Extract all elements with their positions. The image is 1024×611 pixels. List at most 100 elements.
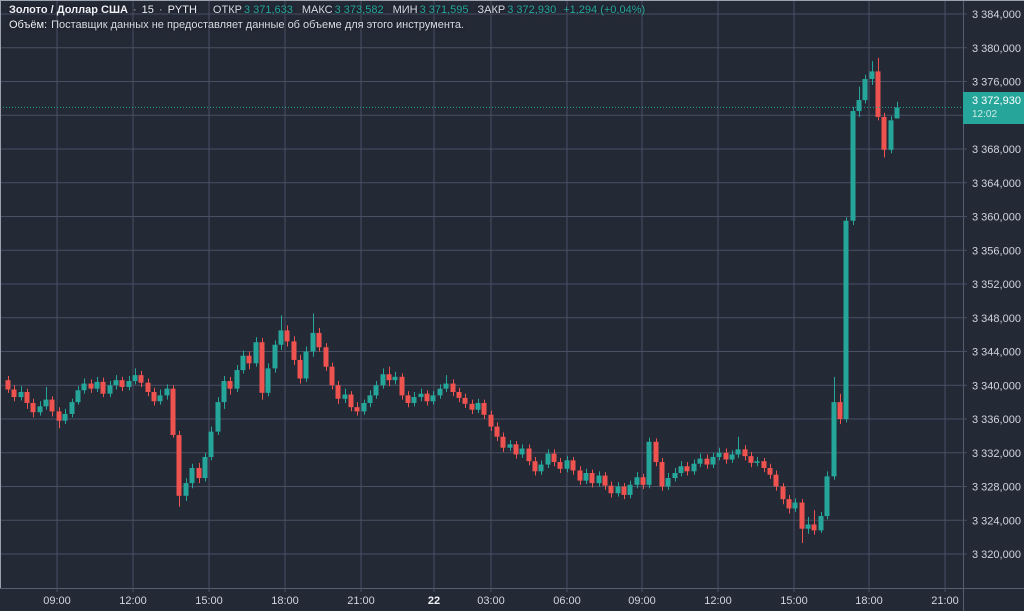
candle[interactable]: [532, 461, 538, 472]
candle[interactable]: [767, 467, 773, 475]
candle[interactable]: [665, 478, 671, 487]
interval-value[interactable]: 15: [141, 4, 154, 16]
candle[interactable]: [151, 392, 157, 402]
candle[interactable]: [450, 383, 456, 392]
candle[interactable]: [297, 359, 303, 379]
candle[interactable]: [811, 524, 817, 531]
candle[interactable]: [138, 375, 144, 383]
candle[interactable]: [881, 116, 887, 150]
candles-series[interactable]: [5, 57, 900, 544]
candle[interactable]: [526, 448, 532, 462]
candle[interactable]: [805, 524, 811, 529]
candle[interactable]: [196, 467, 202, 479]
candle[interactable]: [240, 355, 246, 371]
candle[interactable]: [678, 466, 684, 473]
candle[interactable]: [272, 344, 278, 369]
candle[interactable]: [862, 78, 868, 101]
candle[interactable]: [316, 332, 322, 348]
candle[interactable]: [894, 107, 900, 119]
candle[interactable]: [49, 399, 55, 412]
candle[interactable]: [386, 374, 392, 381]
candle[interactable]: [253, 342, 259, 364]
candle[interactable]: [589, 473, 595, 484]
candle[interactable]: [494, 426, 500, 437]
candle[interactable]: [888, 120, 894, 150]
candle[interactable]: [323, 347, 329, 367]
candle[interactable]: [646, 441, 652, 485]
candle[interactable]: [780, 486, 786, 500]
candle[interactable]: [729, 454, 735, 460]
candle[interactable]: [284, 330, 290, 342]
candle[interactable]: [773, 474, 779, 487]
candle[interactable]: [615, 486, 621, 494]
candle[interactable]: [75, 390, 81, 403]
candle[interactable]: [348, 394, 354, 408]
candle[interactable]: [475, 402, 481, 410]
candle[interactable]: [519, 448, 525, 455]
candle[interactable]: [170, 388, 176, 436]
candle[interactable]: [246, 355, 252, 364]
candle[interactable]: [100, 381, 106, 394]
candle[interactable]: [640, 477, 646, 485]
candle[interactable]: [462, 397, 468, 404]
candle[interactable]: [411, 397, 417, 403]
candle[interactable]: [329, 366, 335, 386]
candle[interactable]: [831, 402, 837, 477]
candle[interactable]: [500, 436, 506, 448]
candle[interactable]: [88, 383, 94, 389]
candle[interactable]: [564, 460, 570, 469]
candle[interactable]: [107, 385, 113, 394]
candle[interactable]: [56, 411, 62, 421]
time-axis[interactable]: 09:00 12:00 15:00 18:00 21:00 22 03:00 06:00 09:…: [43, 588, 959, 607]
candle[interactable]: [716, 452, 722, 457]
candle[interactable]: [653, 441, 659, 463]
candle[interactable]: [373, 385, 379, 396]
candle[interactable]: [596, 475, 602, 484]
candle[interactable]: [602, 475, 608, 486]
candle[interactable]: [303, 351, 309, 379]
candle[interactable]: [754, 461, 760, 463]
candle[interactable]: [183, 483, 189, 496]
candle[interactable]: [227, 381, 233, 389]
candle[interactable]: [659, 462, 665, 487]
candle[interactable]: [786, 499, 792, 509]
candle[interactable]: [704, 458, 710, 465]
candle[interactable]: [634, 477, 640, 485]
candle[interactable]: [875, 71, 881, 117]
candle[interactable]: [81, 383, 87, 391]
candle[interactable]: [310, 332, 316, 352]
candle[interactable]: [418, 393, 424, 398]
candle[interactable]: [367, 395, 373, 403]
candle[interactable]: [145, 382, 151, 392]
candle[interactable]: [164, 388, 170, 396]
candle[interactable]: [513, 444, 519, 455]
candle[interactable]: [176, 435, 182, 496]
volume-label[interactable]: Объём:: [9, 19, 48, 31]
candle[interactable]: [507, 444, 513, 448]
candle[interactable]: [392, 376, 398, 381]
candle[interactable]: [818, 516, 824, 531]
candle[interactable]: [545, 453, 551, 465]
candle[interactable]: [361, 402, 367, 412]
candle[interactable]: [850, 111, 856, 221]
candle[interactable]: [691, 463, 697, 472]
candle[interactable]: [792, 502, 798, 509]
candle[interactable]: [437, 388, 443, 396]
candle[interactable]: [748, 456, 754, 463]
candle[interactable]: [469, 403, 475, 410]
candle[interactable]: [570, 460, 576, 471]
candle[interactable]: [259, 342, 265, 393]
candle[interactable]: [215, 402, 221, 432]
candle[interactable]: [424, 393, 430, 402]
candle[interactable]: [62, 413, 68, 421]
candle[interactable]: [710, 456, 716, 465]
candle[interactable]: [265, 368, 271, 393]
candle[interactable]: [43, 399, 49, 407]
candle[interactable]: [735, 449, 741, 455]
candle[interactable]: [94, 381, 100, 389]
candle[interactable]: [799, 502, 805, 529]
candle[interactable]: [354, 407, 360, 412]
candle[interactable]: [405, 395, 411, 403]
candle[interactable]: [157, 395, 163, 402]
